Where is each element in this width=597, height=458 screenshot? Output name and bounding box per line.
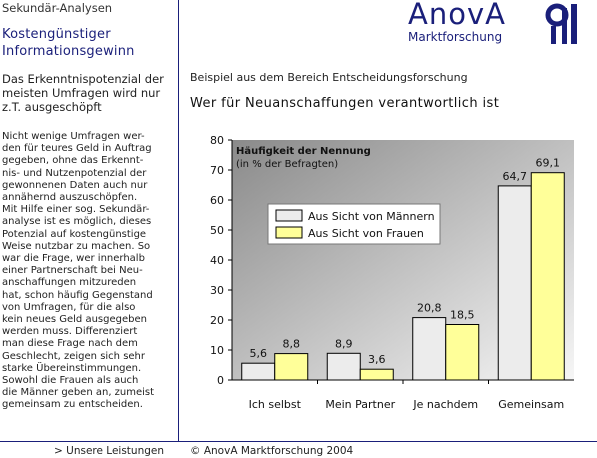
y-tick-label: 20 [210, 314, 224, 327]
bar [412, 317, 447, 381]
column-divider [178, 0, 179, 441]
chart-inner-subtitle: (in % der Befragten) [236, 159, 338, 170]
y-tick-label: 40 [210, 254, 224, 267]
x-category-label: Mein Partner [325, 398, 395, 411]
logo-wordmark: AnovA [408, 0, 506, 31]
chart-legend: Aus Sicht von Männern Aus Sicht von Fraue… [267, 203, 441, 245]
bar-value-label: 3,6 [368, 353, 386, 366]
bar-value-label: 8,8 [283, 338, 301, 351]
legend-swatch [275, 226, 303, 239]
bar-value-label: 64,7 [503, 170, 528, 183]
x-category-label: Gemeinsam [498, 398, 564, 411]
sidebar-title-line1: Kostengünstiger [2, 27, 111, 42]
legend-swatch [275, 209, 303, 222]
bar [530, 172, 565, 381]
x-category-label: Ich selbst [249, 398, 302, 411]
chart-heading: Beispiel aus dem Bereich Entscheidungsfo… [190, 71, 468, 84]
footer-divider [0, 441, 597, 442]
y-tick-label: 60 [210, 194, 224, 207]
y-tick-label: 30 [210, 284, 224, 297]
sidebar-title: Kostengünstiger Informationsgewinn [2, 26, 135, 60]
x-category-label: Je nachdem [412, 398, 478, 411]
bar [497, 185, 532, 381]
y-tick-label: 0 [217, 374, 224, 387]
bar [359, 368, 394, 381]
logo-mark-icon [545, 3, 577, 44]
sidebar-title-line2: Informationsgewinn [2, 44, 135, 59]
sidebar-body: Nicht wenige Umfragen wer- den für teure… [2, 131, 172, 412]
bar-chart: 0 10 20 30 40 50 60 70 80 Ich selbst 5,6 8,8 Mein P… [210, 134, 574, 411]
anova-logo: AnovA Marktforschung [408, 0, 580, 46]
bar-value-label: 69,1 [536, 157, 561, 170]
section-label: Sekundär-Analysen [2, 1, 113, 15]
bar-value-label: 18,5 [450, 309, 475, 322]
y-tick-label: 80 [210, 134, 224, 147]
legend-label: Aus Sicht von Frauen [308, 227, 424, 240]
bar [445, 324, 480, 381]
bar [241, 362, 276, 381]
chart-inner-title: Häufigkeit der Nennung [236, 146, 371, 157]
chart-title: Wer für Neuanschaffungen verantwortlich … [190, 96, 500, 111]
sidebar-body-text: Nicht wenige Umfragen wer- den für teure… [2, 131, 155, 411]
y-tick-label: 50 [210, 224, 224, 237]
bar-value-label: 5,6 [250, 347, 268, 360]
bar [326, 352, 361, 381]
bar-value-label: 20,8 [417, 302, 442, 315]
y-tick-label: 70 [210, 164, 224, 177]
legend-label: Aus Sicht von Männern [308, 210, 435, 223]
bar [274, 353, 309, 381]
copyright-text: © AnovA Marktforschung 2004 [190, 445, 354, 457]
logo-subtitle: Marktforschung [408, 30, 503, 44]
bar-value-label: 8,9 [335, 337, 353, 350]
y-tick-label: 10 [210, 344, 224, 357]
services-link[interactable]: > Unsere Leistungen [54, 445, 165, 457]
sidebar-subtitle: Das Erkenntnispotenzial der meisten Umfr… [2, 72, 164, 114]
